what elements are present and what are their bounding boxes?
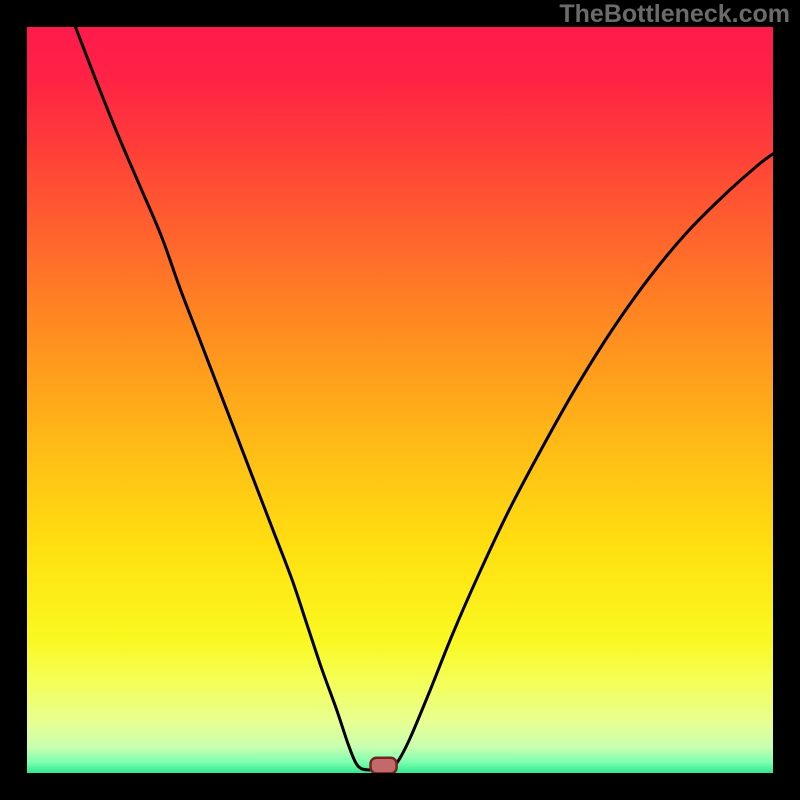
gradient-background	[27, 27, 773, 773]
optimal-marker	[371, 758, 397, 774]
chart-svg-layer	[0, 0, 800, 800]
watermark-text: TheBottleneck.com	[559, 0, 790, 29]
chart-frame: TheBottleneck.com	[0, 0, 800, 800]
